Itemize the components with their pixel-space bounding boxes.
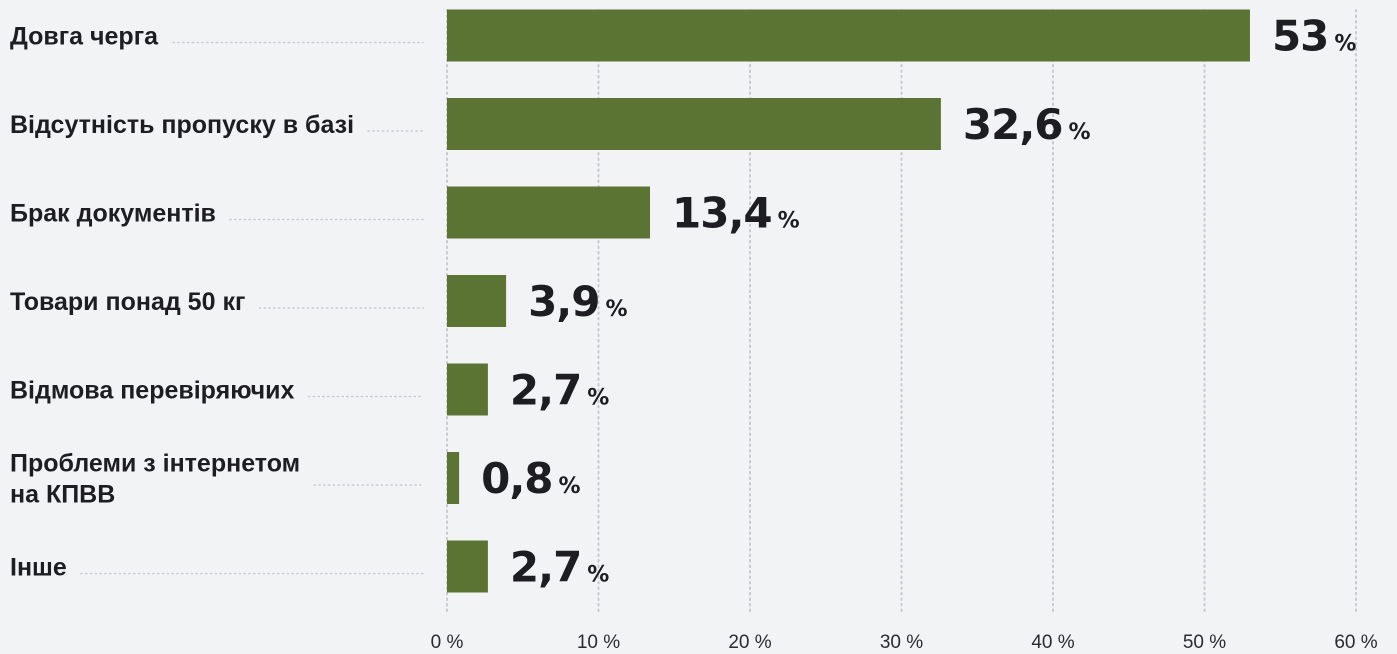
bar xyxy=(447,98,941,150)
bar xyxy=(447,275,507,327)
category-label: Товари понад 50 кг xyxy=(10,288,245,316)
category-label: Відсутність пропуску в базі xyxy=(10,111,354,139)
x-tick-label: 40 % xyxy=(1031,632,1074,653)
x-tick-label: 20 % xyxy=(728,632,771,653)
value-label: 13,4 xyxy=(672,189,772,238)
value-unit: % xyxy=(587,563,609,588)
value-label: 32,6 xyxy=(963,100,1063,149)
value-label: 3,9 xyxy=(528,277,599,326)
value-label: 2,7 xyxy=(510,366,581,415)
bars xyxy=(447,9,1250,593)
leader-lines xyxy=(80,41,424,575)
x-axis: 0 % 10 % 20 % 30 % 40 % 50 % 60 % xyxy=(431,632,1378,653)
x-tick-label: 0 % xyxy=(431,632,464,653)
value-label: 53 xyxy=(1272,12,1328,61)
bar xyxy=(447,452,460,504)
x-tick-label: 60 % xyxy=(1334,632,1377,653)
x-tick-label: 10 % xyxy=(577,632,620,653)
x-tick-label: 50 % xyxy=(1183,632,1226,653)
category-labels: Довга черга Відсутність пропуску в базі Бр… xyxy=(10,23,354,582)
value-labels: 53 %32,6 %13,4 %3,9 %2,7 %0,8 %2,7% xyxy=(481,12,1356,592)
value-unit: % xyxy=(559,474,581,499)
value-unit: % xyxy=(587,386,609,411)
category-label: Довга черга xyxy=(10,23,159,51)
value-unit: % xyxy=(605,297,627,322)
bar xyxy=(447,540,488,593)
value-unit: % xyxy=(778,209,800,234)
category-label: Брак документів xyxy=(10,200,216,228)
category-label: Проблеми з інтернетом на КПВВ xyxy=(10,450,300,509)
category-label: Інше xyxy=(10,554,67,582)
value-label: 2,7 xyxy=(510,543,581,592)
bar xyxy=(447,186,651,239)
value-label: 0,8 xyxy=(481,454,552,503)
category-label: Відмова перевіряючих xyxy=(10,377,294,405)
bar xyxy=(447,363,488,416)
x-tick-label: 30 % xyxy=(880,632,923,653)
value-unit: % xyxy=(1334,32,1356,57)
value-unit: % xyxy=(1069,120,1091,145)
bar xyxy=(447,9,1250,62)
